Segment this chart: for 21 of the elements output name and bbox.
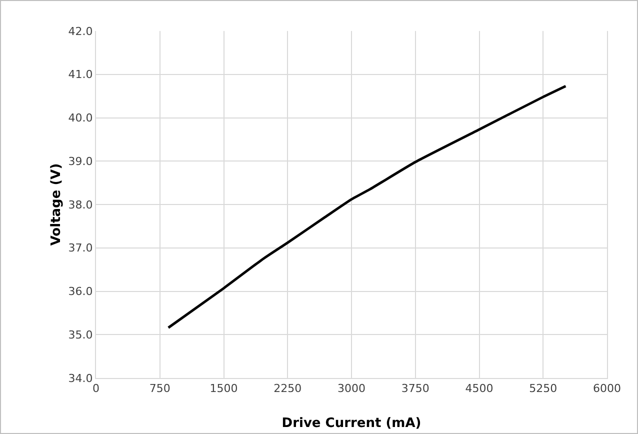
y-tick-label: 40.0 [68,112,93,125]
y-tick-label: 37.0 [68,242,93,255]
x-axis-title: Drive Current (mA) [282,416,422,431]
x-tick-label: 1500 [210,382,238,396]
y-axis-title: Voltage (V) [49,163,64,246]
y-tick-label: 35.0 [68,328,93,342]
y-tick-label: 36.0 [68,285,93,298]
y-tick-label: 39.0 [68,154,93,168]
y-tick-label: 38.0 [68,198,93,212]
line-series [167,84,567,329]
y-tick-label: 42.0 [68,24,93,38]
x-tick-label: 0 [92,382,100,396]
x-tick-label: 6000 [593,382,621,396]
x-tick-label: 5250 [529,382,558,396]
y-tick-label: 34.0 [68,372,93,385]
x-tick-label: 3750 [401,382,430,396]
x-tick-label: 750 [149,382,170,396]
x-tick-label: 3000 [338,382,366,396]
x-tick-label: 4500 [465,382,494,396]
x-tick-label: 2250 [274,382,302,396]
y-tick-label: 41.0 [68,68,93,82]
